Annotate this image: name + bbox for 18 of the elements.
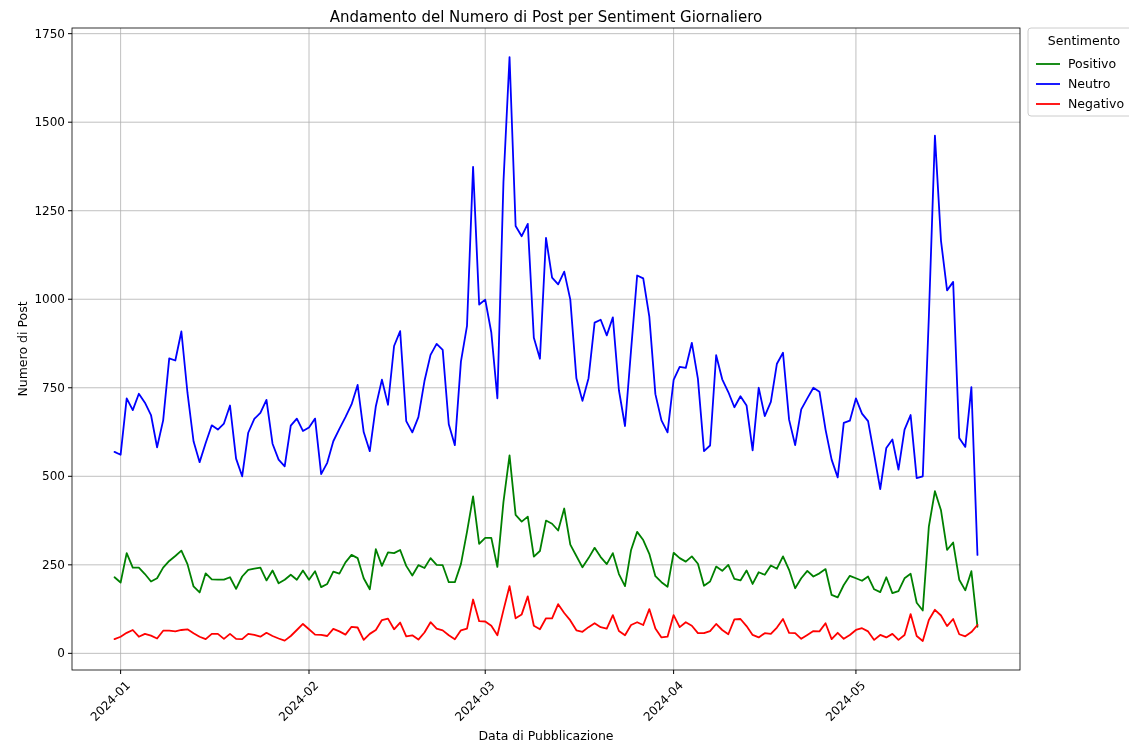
line-series xyxy=(113,585,979,642)
y-tick-label: 1750 xyxy=(34,26,65,41)
legend-label: Positivo xyxy=(1068,56,1117,71)
y-tick-label: 750 xyxy=(42,380,65,395)
line-series xyxy=(113,454,979,628)
y-tick-label: 500 xyxy=(42,469,65,484)
y-tick-label: 1000 xyxy=(34,292,65,307)
legend-title: Sentimento xyxy=(1047,33,1121,48)
line-series xyxy=(113,56,979,556)
y-axis-title: Numero di Post xyxy=(14,301,30,397)
x-axis-title: Data di Pubblicazione xyxy=(478,728,614,743)
y-tick-label: 1500 xyxy=(34,115,65,130)
y-tick-label: 250 xyxy=(42,557,65,572)
y-tick-label: 1250 xyxy=(34,203,65,218)
y-tick-label: 0 xyxy=(57,646,65,661)
legend-label: Neutro xyxy=(1068,76,1111,91)
legend-label: Negativo xyxy=(1068,96,1125,111)
chart-title: Andamento del Numero di Post per Sentiment Giornaliero xyxy=(329,8,763,26)
